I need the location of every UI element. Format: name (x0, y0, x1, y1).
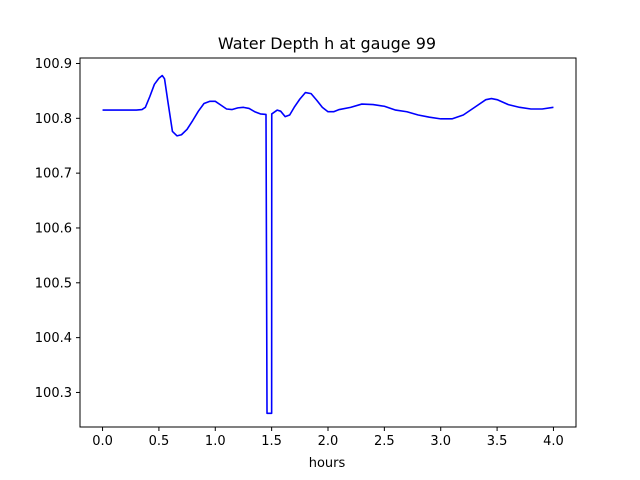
x-tick-label: 3.0 (430, 434, 451, 449)
x-tick-label: 4.0 (543, 434, 564, 449)
y-tick-label: 100.8 (35, 112, 72, 127)
x-tick-label: 2.0 (318, 434, 339, 449)
x-tick-label: 1.0 (205, 434, 226, 449)
y-tick-label: 100.7 (35, 167, 72, 182)
y-tick-label: 100.4 (35, 331, 72, 346)
y-tick-label: 100.6 (35, 221, 72, 236)
x-tick-label: 0.5 (149, 434, 170, 449)
x-tick-label: 0.0 (92, 434, 113, 449)
y-tick-label: 100.5 (35, 276, 72, 291)
y-tick-label: 100.9 (35, 57, 72, 72)
chart-title: Water Depth h at gauge 99 (218, 34, 436, 53)
x-axis-label: hours (309, 456, 346, 471)
x-tick-label: 3.5 (487, 434, 508, 449)
x-tick-label: 1.5 (261, 434, 282, 449)
plot-area: 0.0 0.5 1.0 1.5 2.0 2.5 3.0 3.5 4.0 100.3 100.4 100… (35, 57, 577, 449)
series-line-0 (102, 74, 554, 415)
y-tick-label: 100.3 (35, 386, 72, 401)
x-tick-label: 2.5 (374, 434, 395, 449)
